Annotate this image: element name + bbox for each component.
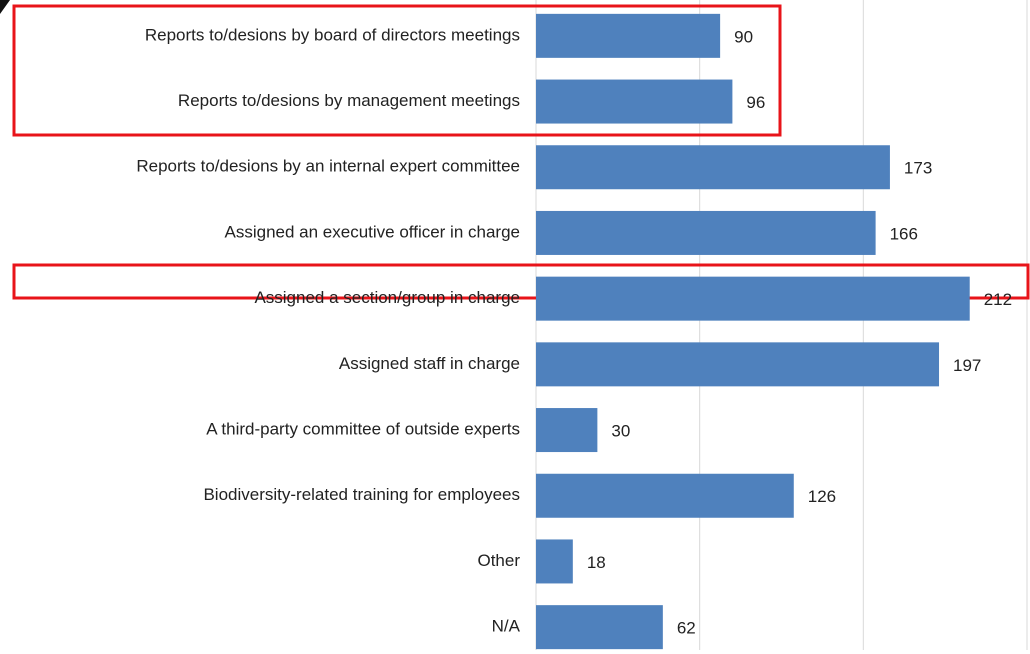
category-label: Reports to/desions by an internal expert… xyxy=(136,157,520,176)
category-label: Reports to/desions by board of directors… xyxy=(145,25,520,44)
value-label: 126 xyxy=(808,487,836,506)
bar xyxy=(536,210,876,255)
value-label: 96 xyxy=(746,93,765,112)
bar xyxy=(536,276,970,321)
bar xyxy=(536,539,573,584)
category-label: Reports to/desions by management meeting… xyxy=(178,91,520,110)
value-label: 197 xyxy=(953,356,981,375)
bar xyxy=(536,605,663,650)
value-label: 90 xyxy=(734,27,753,46)
category-label: Assigned a section/group in charge xyxy=(254,288,520,307)
highlight-box xyxy=(12,4,782,137)
category-label: Other xyxy=(477,551,520,570)
bar xyxy=(536,342,940,387)
value-label: 30 xyxy=(611,422,630,441)
category-label: Assigned staff in charge xyxy=(339,354,520,373)
value-label: 173 xyxy=(904,159,932,178)
bar xyxy=(536,408,598,453)
bar xyxy=(536,145,890,190)
highlight-box xyxy=(12,263,1030,300)
value-label: 166 xyxy=(890,224,918,243)
value-label: 212 xyxy=(984,290,1012,309)
arrow-tip xyxy=(0,0,10,14)
category-label: A third-party committee of outside exper… xyxy=(206,420,520,439)
bar xyxy=(536,473,794,518)
value-label: 62 xyxy=(677,619,696,638)
category-label: N/A xyxy=(492,617,521,636)
value-label: 18 xyxy=(587,553,606,572)
bar xyxy=(536,79,733,124)
category-label: Assigned an executive officer in charge xyxy=(225,222,520,241)
category-label: Biodiversity-related training for employ… xyxy=(203,485,520,504)
bar xyxy=(536,13,721,58)
